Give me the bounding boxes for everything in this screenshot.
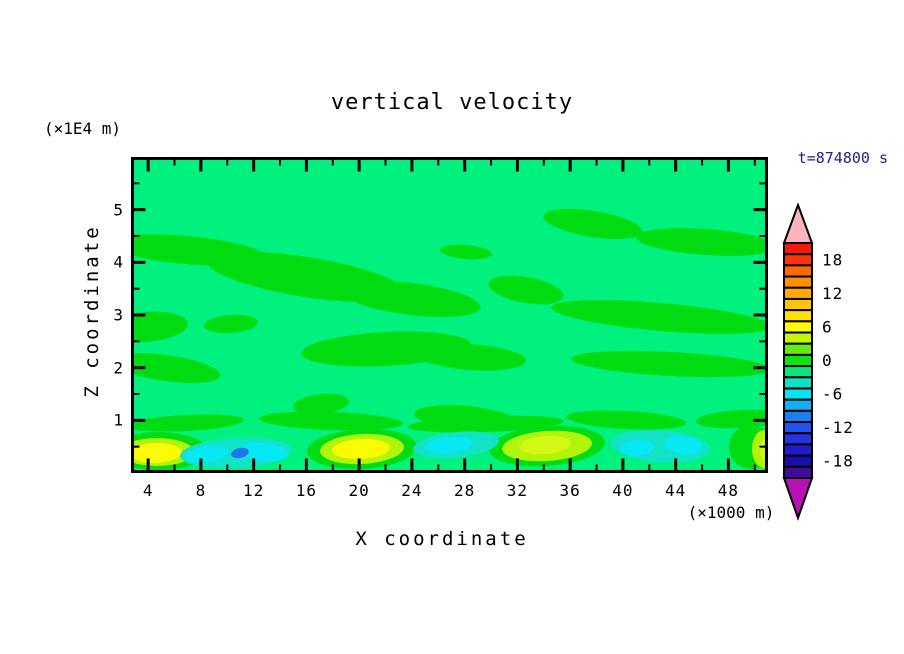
colorbar-cell: [783, 275, 813, 289]
colorbar-cell: [783, 387, 813, 401]
colorbar-cell: [783, 264, 813, 278]
colorbar-cell: [783, 409, 813, 424]
contour-plot-canvas: [131, 157, 768, 473]
y-tick-label: 2: [113, 358, 124, 378]
colorbar-label: -18: [822, 452, 854, 471]
y-tick-label: 5: [113, 200, 124, 220]
colorbar-cell: [783, 320, 813, 334]
colorbar-cell: [783, 398, 813, 412]
colorbar-label: -6: [822, 385, 843, 404]
colorbar-cell: [783, 286, 813, 300]
time-annotation: t=874800 s: [797, 149, 888, 167]
colorbar-cell: [783, 421, 813, 435]
x-tick-label: 12: [243, 481, 265, 500]
colorbar-label: 6: [822, 317, 833, 336]
y-axis-title: Z coordinate: [81, 224, 103, 398]
y-tick-label: 1: [113, 410, 124, 430]
colorbar-cell: [783, 309, 813, 323]
colorbar-cell: [783, 297, 813, 312]
plot-area: [131, 157, 768, 473]
colorbar-label: -12: [822, 418, 854, 437]
plot-title: vertical velocity: [330, 90, 574, 115]
contour-band-cyan: [185, 435, 702, 463]
colorbar-cell: [783, 376, 813, 390]
contour-band-blue: [231, 447, 249, 459]
colorbar-cell: [783, 443, 813, 457]
colorbar-cell: [783, 454, 813, 468]
plot-frame: [131, 157, 768, 473]
colorbar-label: 18: [822, 250, 843, 269]
contour-band-yellow: [131, 438, 390, 464]
x-axis-title: X coordinate: [355, 528, 529, 550]
x-tick-label: 36: [559, 481, 581, 500]
colorbar-cell: [783, 242, 813, 256]
x-tick-label: 48: [717, 481, 740, 500]
y-axis-unit-label: (×1E4 m): [44, 119, 122, 138]
x-tick-label: 28: [454, 481, 476, 500]
colorbar: 18 12 6 0 -6 -12 -18: [782, 203, 854, 521]
colorbar-cell: [783, 365, 813, 379]
y-tick-label: 3: [113, 305, 124, 325]
colorbar-cell: [783, 253, 813, 267]
colorbar-top-arrow: [782, 203, 814, 244]
x-tick-label: 24: [401, 481, 423, 500]
colorbar-cell: [783, 432, 813, 446]
colorbar-label: 0: [822, 351, 833, 370]
x-tick-label: 44: [665, 481, 687, 500]
x-tick-label: 8: [195, 481, 207, 500]
colorbar-cell: [783, 353, 813, 368]
colorbar-cell: [783, 342, 813, 356]
x-tick-label: 4: [142, 481, 154, 500]
x-tick-label: 32: [506, 481, 529, 500]
colorbar-cell: [783, 465, 813, 479]
colorbar-label: 12: [822, 284, 843, 303]
x-tick-label: 16: [295, 481, 318, 500]
x-axis-unit-label: (×1000 m): [687, 503, 775, 522]
x-tick-label: 20: [348, 481, 370, 500]
colorbar-cell: [783, 331, 813, 345]
x-tick-label: 40: [612, 481, 634, 500]
colorbar-bottom-arrow: [782, 477, 814, 521]
y-tick-label: 4: [113, 252, 124, 272]
